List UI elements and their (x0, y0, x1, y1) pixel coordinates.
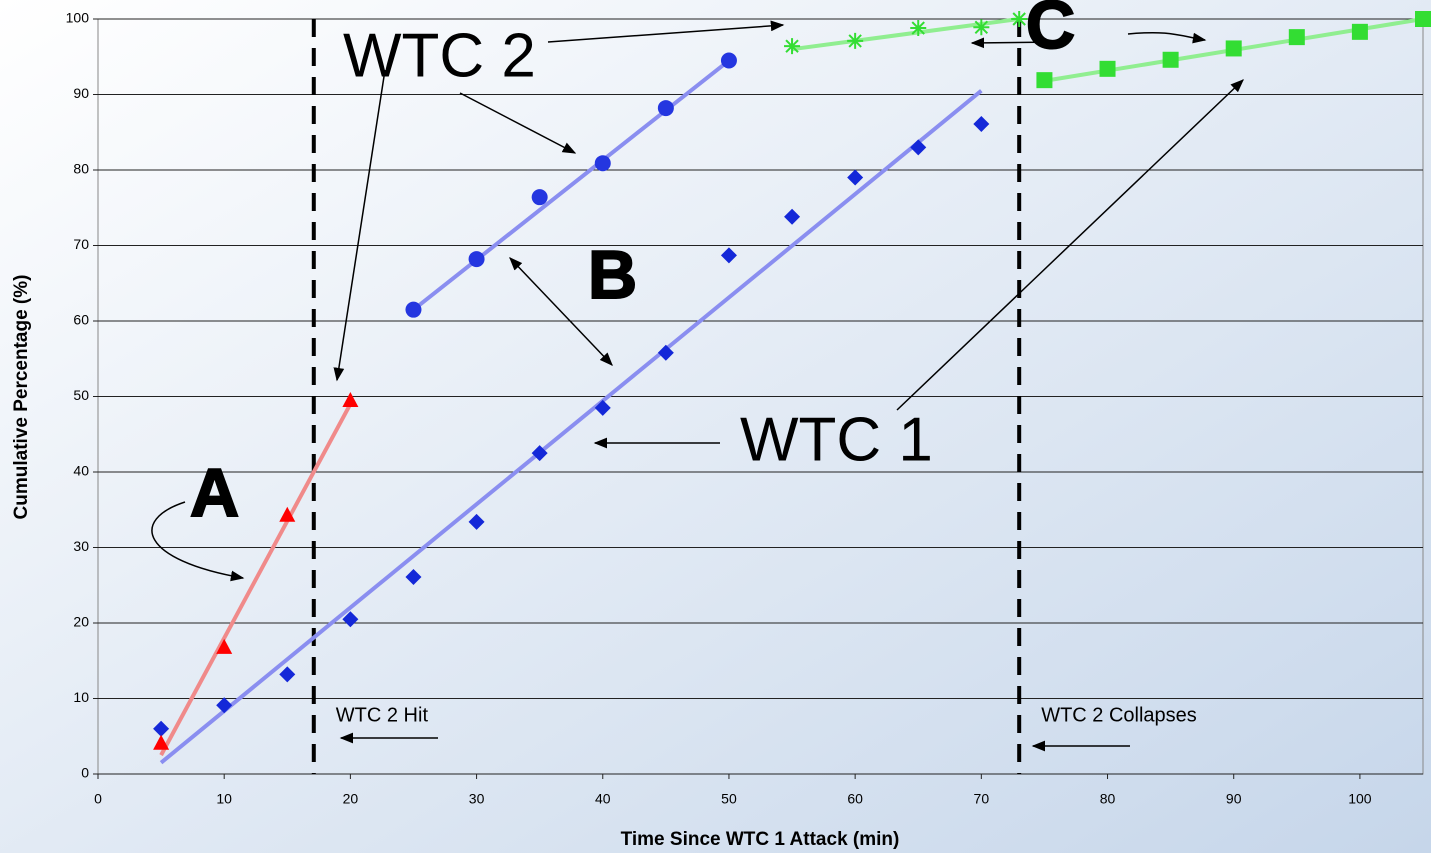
event-label: WTC 2 Collapses (1041, 704, 1197, 726)
y-tick-label: 10 (73, 689, 89, 705)
point (784, 38, 801, 55)
point (594, 155, 611, 172)
arrows (151, 20, 1244, 752)
trend-line (159, 403, 353, 757)
x-tick-label: 50 (721, 791, 737, 807)
event-label: WTC 2 Hit (336, 704, 429, 726)
point (720, 247, 737, 264)
arrow (151, 501, 245, 582)
point (279, 506, 296, 522)
point (405, 568, 422, 585)
y-tick-label: 20 (73, 614, 89, 630)
point (153, 734, 170, 750)
point (784, 208, 801, 225)
point (847, 32, 864, 49)
annotation: B (588, 237, 639, 313)
trend-line (412, 58, 731, 312)
point (1225, 40, 1242, 57)
y-tick-label: 0 (81, 765, 89, 781)
y-axis-title: Cumulative Percentage (%) (11, 275, 32, 520)
point (910, 139, 927, 156)
point (1099, 60, 1116, 77)
x-tick-label: 0 (94, 791, 102, 807)
point (531, 445, 548, 462)
point (1351, 23, 1368, 40)
point (531, 189, 548, 206)
point (1415, 11, 1431, 27)
arrow (509, 257, 613, 366)
point (1036, 72, 1053, 89)
point (342, 392, 359, 408)
y-tick-label: 60 (73, 312, 89, 328)
x-tick-label: 20 (343, 791, 359, 807)
point (973, 115, 990, 132)
annotation: WTC 1 (740, 405, 933, 474)
annotation: C (1026, 0, 1077, 63)
point (216, 638, 233, 654)
y-tick-label: 30 (73, 538, 89, 554)
x-tick-label: 40 (595, 791, 611, 807)
y-tick-label: 80 (73, 161, 89, 177)
x-tick-label: 100 (1348, 791, 1372, 807)
annotation: A (190, 455, 241, 531)
x-tick-label: 10 (216, 791, 232, 807)
point (1011, 11, 1028, 27)
trend-line (159, 89, 983, 765)
arrow (1127, 31, 1207, 44)
arrow (970, 37, 1059, 49)
point (594, 399, 611, 416)
point (468, 513, 485, 530)
arrow (333, 69, 386, 382)
point (468, 251, 485, 268)
point (405, 301, 422, 318)
y-tick-label: 40 (73, 463, 89, 479)
x-tick-label: 90 (1226, 791, 1242, 807)
y-tick-label: 50 (73, 387, 89, 403)
point (910, 20, 927, 37)
point (342, 611, 359, 628)
point (1162, 51, 1179, 68)
x-tick-label: 30 (469, 791, 485, 807)
point (657, 100, 674, 117)
point (216, 697, 233, 714)
point (720, 52, 737, 69)
point (973, 19, 990, 36)
point (279, 666, 296, 683)
x-axis-title: Time Since WTC 1 Attack (min) (621, 829, 900, 850)
point (657, 344, 674, 361)
x-tick-label: 80 (1100, 791, 1116, 807)
x-tick-label: 70 (974, 791, 990, 807)
y-tick-label: 100 (66, 10, 90, 26)
arrow (547, 20, 785, 43)
point (847, 169, 864, 186)
point (1288, 29, 1305, 46)
point (153, 720, 170, 737)
annotation: WTC 2 (343, 21, 536, 90)
arrow (459, 92, 577, 154)
x-tick-label: 60 (847, 791, 863, 807)
arrow (896, 79, 1244, 411)
y-tick-label: 90 (73, 85, 89, 101)
y-tick-label: 70 (73, 236, 89, 252)
